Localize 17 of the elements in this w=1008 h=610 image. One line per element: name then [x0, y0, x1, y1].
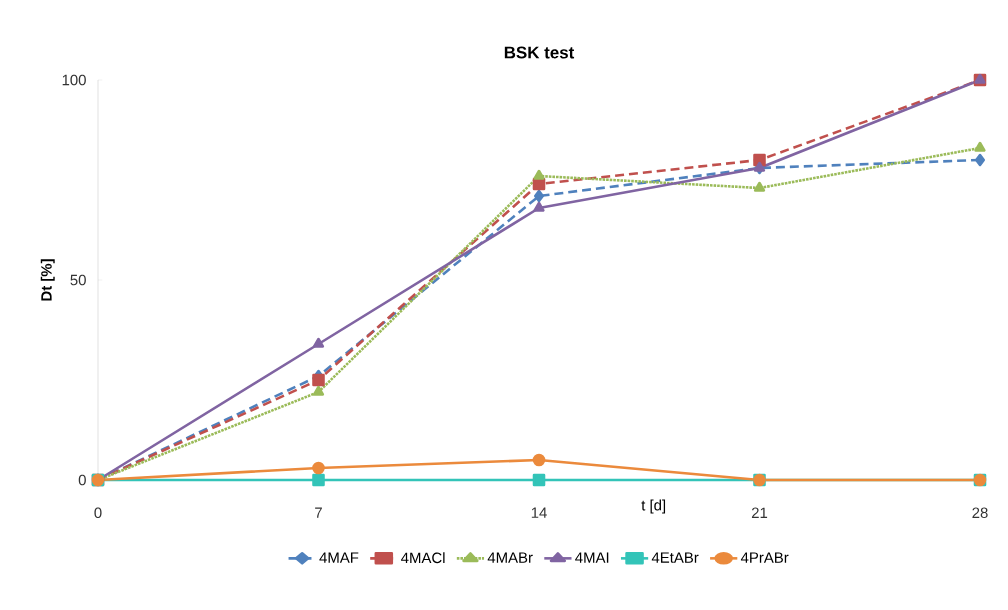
- y-axis-title: Dt [%]: [40, 259, 55, 301]
- y-tick-label: 100: [62, 74, 86, 86]
- x-tick-label: 14: [531, 507, 547, 518]
- legend-label: 4MABr: [487, 552, 533, 563]
- legend-label: 4MAF: [319, 552, 359, 563]
- legend-label: 4MAI: [575, 552, 609, 563]
- x-axis-title: t [d]: [641, 499, 666, 514]
- x-tick-label: 7: [315, 507, 322, 518]
- legend-label: 4EtABr: [651, 552, 699, 563]
- y-tick-label: 0: [78, 474, 86, 486]
- chart-title: BSK test: [504, 46, 575, 59]
- legend-label: 4PrABr: [740, 552, 789, 563]
- legend-label: 4MACl: [401, 552, 445, 564]
- x-tick-label: 21: [751, 507, 768, 518]
- x-tick-label: 28: [972, 507, 988, 519]
- y-tick-label: 50: [70, 274, 86, 286]
- x-tick-label: 0: [94, 507, 102, 519]
